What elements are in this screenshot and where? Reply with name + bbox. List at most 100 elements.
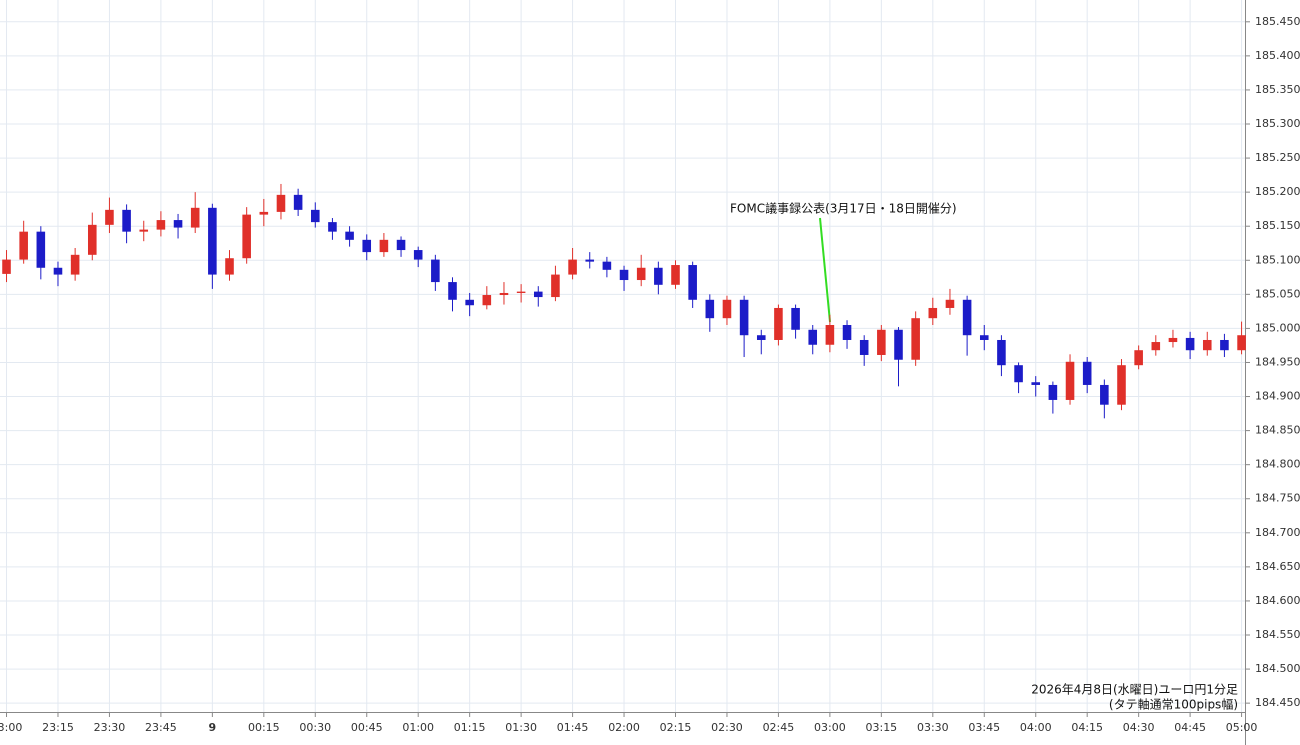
candle-body bbox=[1220, 339, 1229, 351]
candle-body bbox=[842, 324, 852, 340]
candle-body bbox=[619, 269, 629, 281]
x-tick-label: 01:30 bbox=[505, 721, 537, 734]
candle-body bbox=[911, 318, 920, 360]
x-tick-label: 03:45 bbox=[968, 721, 1000, 734]
candle-body bbox=[1048, 384, 1058, 400]
candle-body bbox=[276, 194, 286, 212]
candle-body bbox=[928, 307, 938, 319]
candle-body bbox=[19, 231, 28, 260]
candle-body bbox=[259, 211, 269, 215]
x-tick-label: 04:00 bbox=[1020, 721, 1052, 734]
candle-body bbox=[190, 207, 200, 228]
x-tick-label: 05:00 bbox=[1226, 721, 1258, 734]
candle-body bbox=[2, 259, 11, 274]
candle-body bbox=[962, 299, 972, 336]
y-tick-label: 185.000 bbox=[1255, 321, 1300, 334]
candle-body bbox=[1014, 365, 1023, 383]
y-tick-label: 184.450 bbox=[1255, 696, 1300, 709]
candle-body bbox=[225, 258, 234, 275]
candle-body bbox=[345, 231, 354, 240]
candle-body bbox=[1031, 382, 1041, 385]
candle-body bbox=[568, 259, 577, 275]
candle-body bbox=[448, 282, 457, 300]
candle-body bbox=[465, 299, 474, 306]
candle-body bbox=[379, 239, 389, 253]
candle-body bbox=[1185, 337, 1195, 351]
y-tick-label: 185.150 bbox=[1255, 219, 1300, 232]
candle-body bbox=[1134, 350, 1143, 366]
candle-body bbox=[1100, 384, 1109, 405]
candle-body bbox=[979, 335, 989, 340]
y-tick-label: 184.900 bbox=[1255, 390, 1300, 403]
candle-body bbox=[242, 214, 251, 259]
y-tick-label: 184.850 bbox=[1255, 424, 1300, 437]
candle-body bbox=[293, 194, 303, 210]
x-tick-label: 00:15 bbox=[248, 721, 280, 734]
x-tick-label: 04:15 bbox=[1071, 721, 1103, 734]
candle-body bbox=[722, 299, 732, 319]
y-tick-label: 185.300 bbox=[1255, 117, 1300, 130]
candle-body bbox=[551, 274, 560, 298]
x-tick-label: 02:15 bbox=[660, 721, 692, 734]
candle-body bbox=[997, 339, 1006, 366]
chart-note: 2026年4月8日(水曜日)ユーロ円1分足 bbox=[1031, 683, 1238, 697]
candle-body bbox=[602, 261, 612, 270]
candle-body bbox=[1237, 335, 1246, 351]
candle-body bbox=[859, 339, 869, 355]
y-tick-label: 185.050 bbox=[1255, 287, 1300, 300]
candle-body bbox=[1202, 339, 1212, 351]
x-tick-label: 03:00 bbox=[814, 721, 846, 734]
annotation-pointer bbox=[819, 217, 831, 323]
candle-body bbox=[122, 209, 131, 232]
candle-body bbox=[894, 329, 903, 360]
candle-body bbox=[36, 231, 46, 268]
candle-body bbox=[1168, 337, 1178, 343]
x-tick-label: 01:00 bbox=[402, 721, 434, 734]
x-tick-label: 02:45 bbox=[763, 721, 795, 734]
x-tick-label: 01:45 bbox=[557, 721, 589, 734]
x-tick-label: 23:45 bbox=[145, 721, 177, 734]
candle-body bbox=[173, 220, 183, 228]
candle-body bbox=[53, 267, 63, 275]
x-tick-label: 03:30 bbox=[917, 721, 949, 734]
x-tick-label: 23:30 bbox=[94, 721, 126, 734]
annotation: FOMC議事録公表(3月17日・18日開催分) bbox=[730, 201, 957, 216]
candle-body bbox=[310, 209, 320, 223]
candle-body bbox=[396, 239, 406, 251]
candle-body bbox=[70, 254, 80, 275]
candle-body bbox=[705, 299, 715, 319]
x-tick-label: 23:00 bbox=[0, 721, 22, 734]
candle-body bbox=[877, 329, 886, 355]
candle-body bbox=[945, 299, 955, 308]
x-tick-label: 00:45 bbox=[351, 721, 383, 734]
x-tick-label: 04:30 bbox=[1123, 721, 1155, 734]
candle-body bbox=[688, 265, 697, 300]
candle-body bbox=[431, 259, 440, 283]
candle-body bbox=[499, 292, 509, 296]
candle-body bbox=[533, 291, 543, 298]
candle-body bbox=[1117, 365, 1126, 405]
y-tick-label: 184.550 bbox=[1255, 628, 1300, 641]
candle-body bbox=[1151, 342, 1161, 351]
candle-body bbox=[756, 335, 766, 340]
y-tick-label: 184.500 bbox=[1255, 662, 1300, 675]
candle-body bbox=[482, 295, 492, 306]
x-tick-label: 04:45 bbox=[1174, 721, 1206, 734]
y-tick-label: 185.250 bbox=[1255, 151, 1300, 164]
candle-body bbox=[636, 267, 646, 281]
candle-body bbox=[362, 239, 372, 253]
candle-body bbox=[516, 291, 526, 293]
candle-body bbox=[208, 207, 217, 275]
candle-body bbox=[1082, 361, 1092, 385]
candle-body bbox=[808, 329, 818, 345]
candle-body bbox=[413, 250, 423, 260]
candle-body bbox=[139, 229, 149, 232]
candle-body bbox=[105, 209, 114, 225]
x-tick-label: 23:15 bbox=[42, 721, 74, 734]
x-tick-label: 00:30 bbox=[299, 721, 331, 734]
chart-note: (タテ軸通常100pips幅) bbox=[1109, 697, 1238, 712]
y-tick-label: 185.450 bbox=[1255, 15, 1300, 28]
y-tick-label: 185.400 bbox=[1255, 49, 1300, 62]
candle-body bbox=[739, 299, 749, 336]
